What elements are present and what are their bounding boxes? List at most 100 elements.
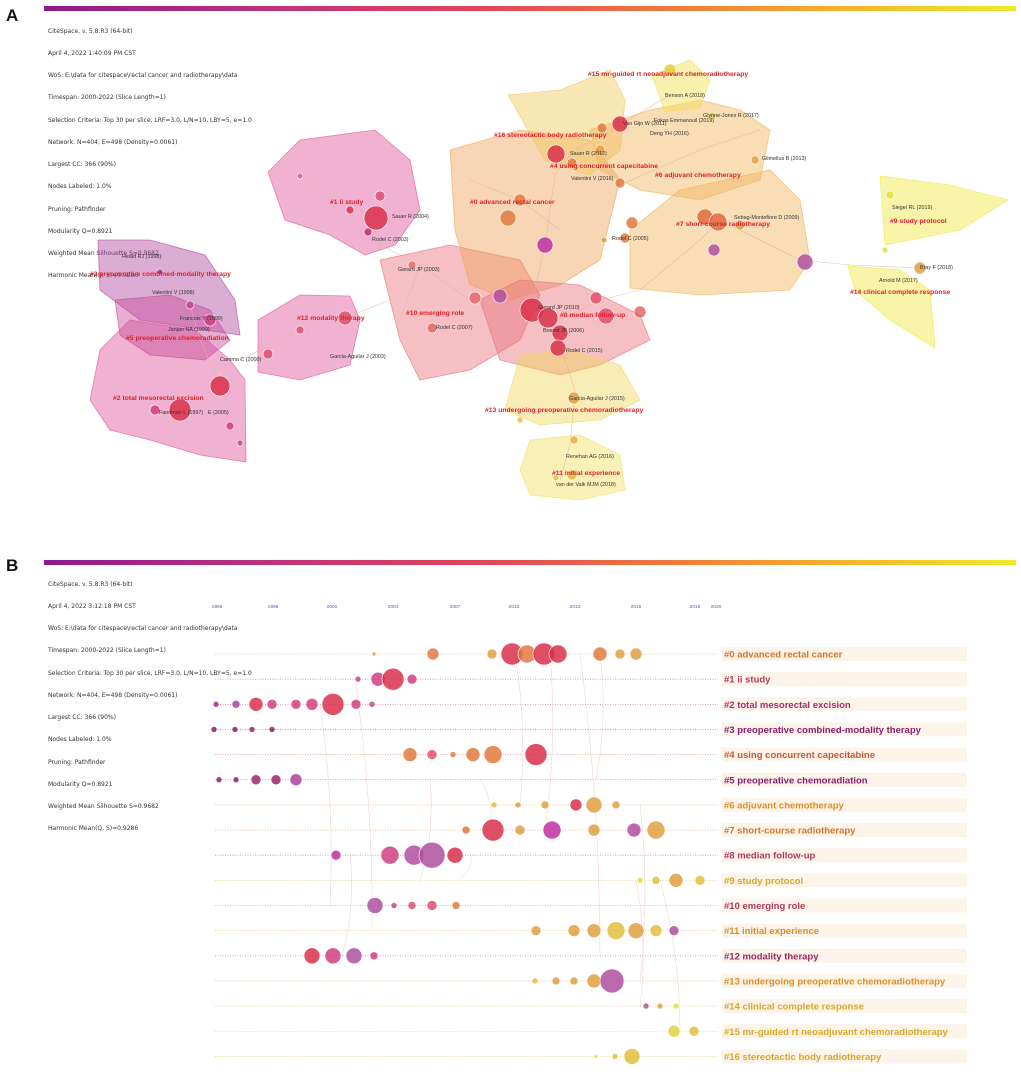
info-line: Largest CC: 366 (90%) — [48, 161, 116, 169]
network-node — [566, 157, 578, 169]
timeline-node — [231, 726, 239, 733]
timeline-node — [569, 976, 579, 986]
timeline-node — [486, 648, 498, 660]
timeline-node — [611, 1053, 619, 1060]
cluster-label: #6 adjuvant chemotherapy — [655, 172, 741, 179]
timeline-node — [354, 675, 362, 683]
network-node — [407, 260, 417, 270]
author-label: Heald RJ (1998) — [122, 254, 161, 260]
panel-b-year-colorbar — [44, 560, 1016, 565]
author-label: Sauer R (2004) — [392, 214, 429, 220]
timeline-node — [289, 773, 303, 787]
network-node — [546, 144, 566, 164]
timeline-node — [542, 820, 562, 840]
cluster-hull — [257, 294, 361, 381]
timeline-node — [390, 902, 398, 909]
network-edge — [559, 444, 571, 481]
cluster-label: #5 preoperative chemoradiation — [126, 335, 229, 342]
cluster-label: #3 preoperative combined-modality therap… — [90, 271, 231, 278]
timeline-cluster-label: #6 adjuvant chemotherapy — [724, 800, 845, 811]
network-node — [614, 177, 626, 189]
label-backdrop — [722, 797, 967, 812]
network-node — [536, 236, 554, 254]
timeline-node — [667, 1024, 681, 1038]
year-tick: 2013 — [570, 604, 581, 610]
year-tick: 2004 — [388, 604, 399, 610]
timeline-node — [451, 901, 461, 910]
cluster-hull — [519, 434, 626, 501]
timeline-cluster-label: #13 undergoing preoperative chemoradioth… — [724, 976, 946, 987]
info-line: Modularity Q=0.8921 — [48, 780, 113, 788]
author-label: Francois Y (1999) — [180, 316, 223, 322]
network-node — [363, 205, 389, 231]
network-edge — [849, 264, 921, 269]
network-edge — [544, 174, 556, 246]
timeline-node — [212, 701, 220, 708]
author-label: Valentini V (2016) — [571, 176, 614, 182]
network-edge — [159, 269, 191, 306]
network-node — [566, 469, 578, 481]
timeline-node — [426, 647, 440, 661]
timeline-node — [449, 751, 457, 758]
timeline-cluster-label: #14 clinical complete response — [724, 1002, 864, 1013]
author-label: Gerard JP (2010) — [538, 305, 580, 311]
network-edge — [639, 239, 701, 291]
author-label: Siegel RL (2019) — [892, 205, 932, 211]
info-line: Nodes Labeled: 1.0% — [48, 183, 112, 191]
timeline-node — [305, 698, 319, 711]
network-node — [516, 416, 524, 424]
timeline-node — [270, 774, 282, 786]
timeline-node — [330, 849, 342, 861]
year-tick: 2007 — [450, 604, 461, 610]
network-edge — [419, 264, 471, 301]
timeline-node — [649, 924, 663, 937]
cocitation-network: #0 advanced rectal cancer #1 ii study #2 t… — [89, 59, 1010, 501]
timeline-cluster-label: #12 modality therapy — [724, 951, 819, 962]
author-label: Glynne-Jones R (2017) — [703, 113, 759, 119]
network-edge — [554, 149, 576, 176]
network-node — [597, 307, 615, 325]
cluster-hull — [847, 265, 936, 349]
network-node — [663, 63, 677, 77]
author-label: Janjan NA (1999) — [168, 327, 210, 333]
timeline-node — [406, 673, 418, 685]
timeline-node — [381, 667, 405, 691]
cluster-label: #4 using concurrent capecitabine — [550, 163, 658, 170]
timeline-cluster-label: #2 total mesorectal excision — [724, 700, 851, 711]
network-node — [913, 261, 927, 275]
author-label: Deng YH (2016) — [650, 131, 689, 137]
timeline-cluster-label: #11 initial experience — [724, 926, 819, 937]
network-node — [589, 291, 603, 305]
author-label: Garcia-Aguilar J (2003) — [330, 354, 386, 360]
timeline-node — [248, 697, 264, 712]
timeline-node — [250, 774, 262, 786]
network-node — [168, 398, 192, 422]
timeline-cluster-label: #15 mr-guided rt neoadjuvant chemoradiot… — [724, 1027, 949, 1038]
timeline-node — [303, 947, 321, 965]
label-backdrop — [722, 923, 967, 938]
author-label: Sebag-Montefiore D (2009) — [734, 215, 800, 221]
label-backdrop — [722, 672, 967, 687]
timeline-node — [540, 800, 550, 810]
timeline-node — [548, 644, 568, 664]
author-label: Bosset JF (2006) — [543, 328, 584, 334]
timeline-view: 1995 1998 2001 2004 2007 2010 2013 2016 2019 2020… — [210, 604, 967, 1065]
timeline-node — [514, 801, 522, 809]
network-node — [549, 339, 567, 357]
timeline-node — [490, 801, 498, 809]
info-line: Timespan: 2000-2022 (Slice Length=1) — [48, 647, 166, 655]
timeline-node — [426, 749, 438, 760]
cluster-label: #14 clinical complete response — [850, 289, 950, 296]
network-node — [492, 288, 508, 304]
network-node — [374, 190, 386, 202]
info-line: Selection Criteria: Top 30 per slice, LR… — [48, 116, 252, 124]
timeline-node — [402, 747, 418, 762]
cluster-hull — [114, 294, 231, 361]
network-node — [796, 253, 814, 271]
network-node — [236, 439, 244, 447]
timeline-node — [407, 901, 417, 910]
network-node — [296, 172, 304, 180]
timeline-cluster-label: #9 study protocol — [724, 876, 803, 887]
label-backdrop — [722, 848, 967, 863]
timeline-node — [524, 743, 548, 766]
